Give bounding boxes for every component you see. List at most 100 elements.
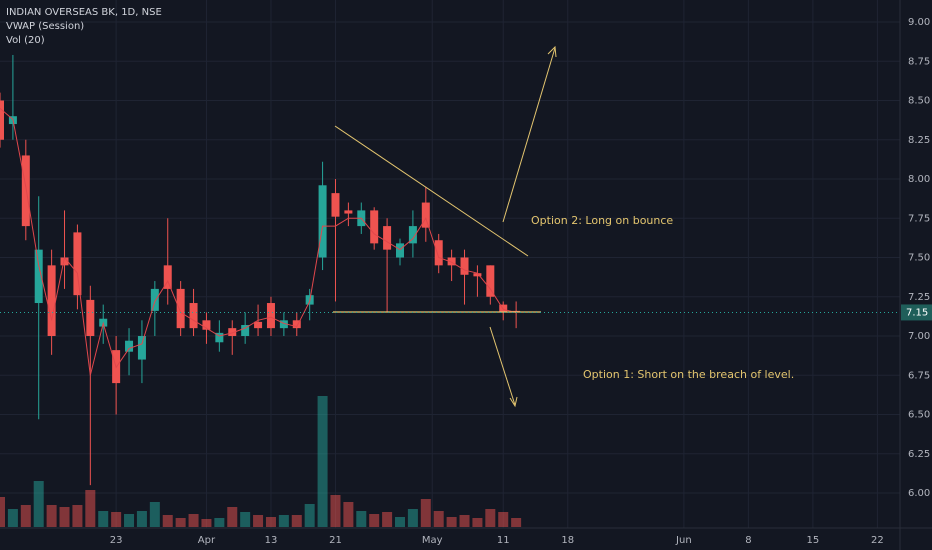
volume-bar [472,518,483,527]
volume-bar [343,502,354,527]
arrow-up [502,47,556,223]
arrow-down-head [509,396,518,408]
last-price-label: 7.15 [906,307,928,318]
candle-body [331,193,340,217]
y-tick-label: 7.75 [908,213,930,224]
volume-bar [317,396,328,527]
volume-bar [7,509,18,527]
volume-bar [240,512,251,527]
volume-bar [214,518,225,527]
x-tick-label: 22 [871,535,884,546]
x-tick-label: 23 [110,535,123,546]
candle-body [215,332,224,343]
candle-body [460,257,469,275]
y-tick-label: 6.25 [908,449,930,460]
volume-bar [420,499,431,527]
annotation: Option 2: Long on bounce [531,214,673,227]
x-tick-label: 11 [497,535,510,546]
candle-body [137,336,146,360]
candle-body [396,243,404,258]
volume-bar [511,518,522,527]
candle-body [408,226,417,244]
candle-body [370,210,379,244]
y-tick-label: 8.25 [908,135,930,146]
x-tick-label: Apr [198,535,216,546]
candle-body [125,340,134,352]
candle-body [254,321,263,329]
y-tick-label: 7.50 [908,253,930,264]
indicator-label: VWAP (Session) [6,21,84,32]
candle-body [189,303,198,329]
annotation: Option 1: Short on the breach of level. [583,368,794,381]
volume-bar [304,504,315,527]
volume-bar [59,507,70,527]
volume-bar [85,490,96,527]
volume-bar [201,519,212,527]
arrow-down [489,326,516,406]
volume-bar [46,505,57,527]
volume-bar [395,517,405,527]
volume-bar [72,505,83,527]
volume-bar [124,514,135,527]
symbol-title: INDIAN OVERSEAS BK, 1D, NSE [6,7,162,18]
y-tick-label: 7.25 [908,292,930,303]
volume-bar [369,514,380,527]
volume-bar [459,515,470,527]
volume-bar [175,518,186,527]
volume-bar [20,505,31,527]
y-tick-label: 6.00 [908,488,930,499]
candle-body [202,320,211,330]
volume-pane [0,396,522,527]
volume-bar [162,515,173,527]
arrow-up-head [547,45,557,58]
candle-body [434,240,443,266]
candle-body [60,257,69,266]
candle-body [0,100,4,140]
candle-body [73,232,82,296]
volume-bar [382,512,393,527]
candle-body [473,273,482,277]
candle-body [421,202,430,228]
volume-bar [278,515,289,527]
candle-body [86,299,95,336]
candle-body [228,328,237,336]
volume-bar [485,509,496,527]
y-tick-label: 8.00 [908,174,930,185]
x-tick-label: 18 [561,535,574,546]
trend-line [334,125,529,257]
x-tick-label: 21 [329,535,342,546]
last-price-tag [901,304,932,321]
volume-bar [98,511,109,527]
volume-bar [446,517,457,527]
volume-bar [0,497,5,527]
grid [0,0,900,528]
y-tick-label: 8.50 [908,96,930,107]
candle-body [447,257,456,266]
candle-body [279,320,288,329]
indicator-label: Vol (20) [6,35,45,46]
candle-body [150,288,159,311]
x-tick-label: 13 [265,535,278,546]
x-tick-label: Jun [675,535,692,546]
volume-bar [330,495,341,527]
candle-body [47,265,56,336]
candle-body [318,185,327,258]
y-tick-label: 9.00 [908,17,930,28]
y-tick-label: 7.00 [908,331,930,342]
price-pane [0,54,521,486]
volume-bar [407,509,418,527]
candle-body [163,265,172,289]
volume-bar [433,511,444,527]
volume-bar [188,514,199,527]
candle-body [176,288,185,329]
candle-body [241,325,250,336]
candle-body [34,249,43,304]
candle-body [266,303,275,329]
volume-bar [33,481,44,527]
y-tick-label: 6.50 [908,410,930,421]
x-tick-label: 8 [745,535,751,546]
y-tick-label: 8.75 [908,56,930,67]
volume-bar [356,511,367,527]
